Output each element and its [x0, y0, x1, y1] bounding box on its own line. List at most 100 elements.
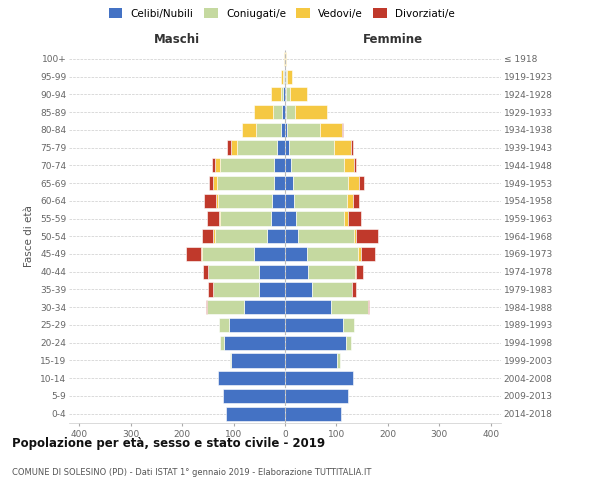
Bar	[294, 194, 347, 208]
Bar	[285, 194, 294, 208]
Bar	[254, 105, 273, 119]
Bar	[285, 264, 308, 279]
Bar	[358, 247, 361, 261]
Bar	[281, 70, 283, 84]
Bar	[356, 264, 362, 279]
Bar	[285, 105, 286, 119]
Bar	[256, 122, 281, 137]
Bar	[286, 105, 295, 119]
Bar	[215, 229, 267, 244]
Bar	[230, 354, 231, 368]
Bar	[356, 229, 378, 244]
Bar	[202, 229, 213, 244]
Bar	[277, 140, 285, 154]
Bar	[283, 87, 285, 102]
Bar	[219, 318, 229, 332]
Bar	[289, 140, 334, 154]
Bar	[286, 87, 290, 102]
Bar	[244, 300, 285, 314]
Bar	[283, 105, 285, 119]
Bar	[347, 194, 353, 208]
Bar	[204, 194, 215, 208]
Bar	[207, 300, 244, 314]
Bar	[283, 70, 284, 84]
Bar	[271, 212, 285, 226]
Bar	[355, 229, 356, 244]
Bar	[226, 406, 285, 420]
Bar	[351, 140, 353, 154]
Y-axis label: Fasce di età: Fasce di età	[25, 206, 34, 267]
Bar	[273, 105, 283, 119]
Bar	[285, 282, 312, 296]
Text: Maschi: Maschi	[154, 34, 200, 46]
Text: Femmine: Femmine	[363, 34, 423, 46]
Bar	[242, 122, 256, 137]
Bar	[274, 158, 285, 172]
Bar	[186, 247, 200, 261]
Bar	[206, 300, 207, 314]
Bar	[237, 140, 277, 154]
Bar	[285, 158, 291, 172]
Bar	[296, 212, 344, 226]
Bar	[215, 158, 220, 172]
Bar	[343, 318, 354, 332]
Bar	[213, 229, 215, 244]
Bar	[218, 194, 272, 208]
Bar	[285, 212, 296, 226]
Bar	[312, 282, 352, 296]
Bar	[285, 318, 343, 332]
Bar	[208, 212, 218, 226]
Text: Popolazione per età, sesso e stato civile - 2019: Popolazione per età, sesso e stato civil…	[12, 438, 325, 450]
Bar	[215, 194, 218, 208]
Bar	[220, 336, 224, 350]
Bar	[285, 406, 341, 420]
Bar	[229, 318, 285, 332]
Bar	[298, 229, 355, 244]
Bar	[285, 87, 286, 102]
Bar	[285, 371, 353, 385]
Bar	[348, 176, 359, 190]
Bar	[208, 282, 213, 296]
Bar	[224, 336, 285, 350]
Bar	[272, 194, 285, 208]
Bar	[220, 158, 274, 172]
Bar	[231, 354, 285, 368]
Bar	[355, 264, 356, 279]
Bar	[352, 282, 356, 296]
Bar	[337, 354, 340, 368]
Bar	[213, 176, 217, 190]
Bar	[354, 158, 356, 172]
Bar	[285, 300, 331, 314]
Bar	[290, 87, 307, 102]
Bar	[359, 176, 364, 190]
Bar	[361, 247, 375, 261]
Bar	[287, 122, 320, 137]
Text: COMUNE DI SOLESINO (PD) - Dati ISTAT 1° gennaio 2019 - Elaborazione TUTTITALIA.I: COMUNE DI SOLESINO (PD) - Dati ISTAT 1° …	[12, 468, 371, 477]
Bar	[348, 212, 361, 226]
Bar	[353, 194, 359, 208]
Bar	[209, 176, 213, 190]
Bar	[285, 247, 307, 261]
Bar	[281, 87, 283, 102]
Bar	[213, 282, 259, 296]
Bar	[342, 122, 343, 137]
Bar	[274, 176, 285, 190]
Legend: Celibi/Nubili, Coniugati/e, Vedovi/e, Divorziati/e: Celibi/Nubili, Coniugati/e, Vedovi/e, Di…	[106, 5, 458, 21]
Bar	[308, 264, 355, 279]
Bar	[307, 247, 358, 261]
Bar	[285, 354, 337, 368]
Bar	[254, 247, 285, 261]
Bar	[285, 336, 346, 350]
Bar	[285, 52, 286, 66]
Bar	[223, 389, 285, 403]
Bar	[200, 247, 202, 261]
Bar	[285, 140, 289, 154]
Bar	[346, 336, 351, 350]
Bar	[285, 176, 293, 190]
Bar	[271, 87, 281, 102]
Bar	[218, 212, 220, 226]
Bar	[203, 264, 208, 279]
Bar	[227, 140, 231, 154]
Bar	[285, 389, 348, 403]
Bar	[212, 158, 215, 172]
